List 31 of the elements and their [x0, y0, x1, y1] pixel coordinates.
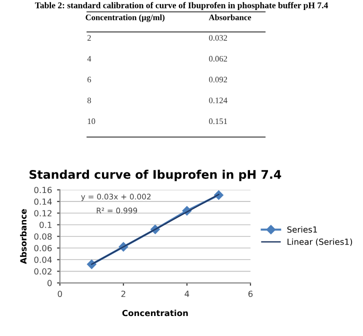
text: 6	[87, 76, 92, 82]
x-tick-label: 4	[184, 290, 190, 297]
text: 8	[87, 98, 91, 104]
y-tick-label: 0.12	[34, 210, 52, 216]
y-tick-label: 0.06	[34, 244, 52, 252]
text: 0.062	[209, 56, 228, 62]
text: 0.032	[209, 35, 228, 41]
text: 4	[87, 56, 92, 62]
y-tick-label: 0.16	[34, 186, 52, 194]
y-tick-label: 0.04	[34, 256, 52, 263]
y-tick-label: 0	[48, 280, 52, 286]
x-tick-label: 0	[58, 290, 62, 297]
y-tick-label: 0.08	[34, 233, 52, 240]
y-tick-label: 0.14	[34, 198, 52, 205]
caption: Table 2: standard calibration of curve of Ibuprofen in phosphate buffer pH 7.4	[35, 2, 328, 10]
text: Concentration (µg/ml)	[86, 14, 164, 22]
y-tick-label: 0.02	[34, 268, 52, 275]
legend-label: Series1	[287, 226, 317, 233]
x-axis-title: Concentration	[122, 310, 188, 316]
text: 10	[88, 118, 96, 124]
text: 2	[87, 35, 91, 41]
chart-title: Standard curve of Ibuprofen in pH 7.4	[30, 170, 282, 182]
text: Absorbance	[208, 14, 252, 20]
legend-label: Linear (Series1)	[288, 238, 352, 246]
x-tick-label: 6	[248, 290, 253, 297]
text: 0.092	[209, 76, 228, 82]
y-axis-title: Absorbance	[20, 209, 27, 264]
text: 0.124	[209, 98, 228, 104]
y-tick-label: 0.1	[40, 222, 52, 228]
x-tick-label: 2	[121, 290, 126, 297]
text: 0.151	[209, 118, 227, 124]
